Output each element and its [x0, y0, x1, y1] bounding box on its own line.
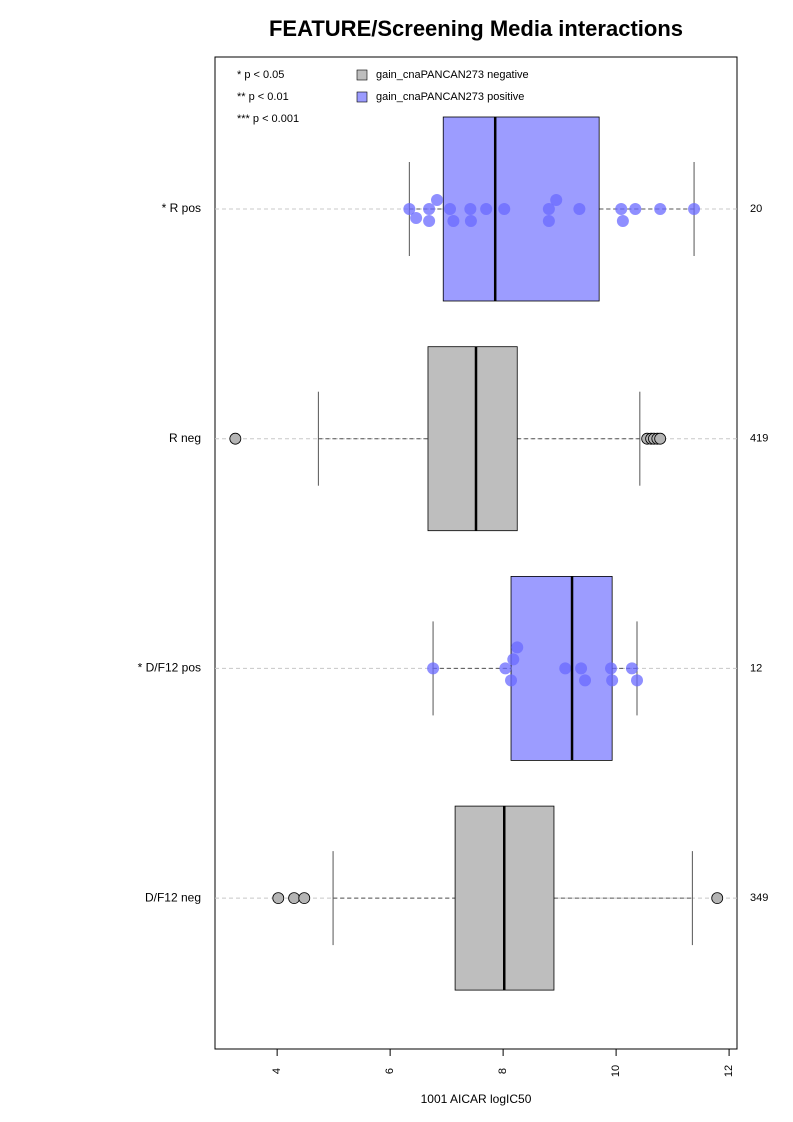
- data-point: [575, 662, 588, 675]
- data-point: [579, 674, 592, 687]
- outlier: [272, 892, 285, 904]
- data-point: [511, 641, 524, 654]
- data-point: [629, 203, 642, 215]
- data-point: [505, 674, 518, 687]
- data-point: [464, 215, 477, 227]
- data-point: [444, 203, 457, 215]
- outlier: [654, 432, 667, 445]
- data-point: [447, 215, 460, 227]
- data-point: [464, 203, 477, 215]
- outlier: [711, 892, 724, 904]
- x-tick-label: 4: [271, 1068, 283, 1074]
- group-label: * R pos: [162, 201, 201, 215]
- legend-label: gain_cnaPANCAN273 positive: [376, 91, 524, 103]
- data-point: [631, 674, 644, 687]
- data-point: [480, 203, 493, 215]
- chart-title: FEATURE/Screening Media interactions: [269, 16, 683, 41]
- x-tick-label: 10: [610, 1065, 622, 1077]
- data-point: [688, 203, 701, 215]
- group-count: 12: [750, 662, 762, 674]
- x-tick-label: 8: [497, 1068, 509, 1074]
- data-point: [559, 662, 572, 675]
- group-count: 349: [750, 892, 768, 904]
- legend-swatch: [356, 91, 368, 103]
- data-point: [423, 203, 436, 215]
- group-label: R neg: [169, 431, 201, 445]
- data-point: [625, 662, 638, 675]
- group-count: 419: [750, 433, 768, 445]
- legend-swatch: [356, 69, 368, 81]
- box: [427, 346, 518, 532]
- data-point: [431, 194, 444, 206]
- outlier: [288, 892, 300, 904]
- data-point: [550, 194, 563, 206]
- group-count: 20: [750, 203, 762, 215]
- group-label: * D/F12 pos: [138, 661, 201, 675]
- annotation: ** p < 0.01: [237, 91, 289, 103]
- data-point: [403, 203, 416, 215]
- data-point: [615, 203, 628, 215]
- x-tick-label: 6: [384, 1068, 396, 1074]
- data-point: [573, 203, 586, 215]
- x-tick-label: 12: [723, 1065, 735, 1077]
- group-label: D/F12 neg: [145, 890, 201, 904]
- data-point: [605, 662, 618, 675]
- data-point: [654, 203, 667, 215]
- data-point: [606, 674, 619, 687]
- data-point: [542, 215, 555, 227]
- outlier: [298, 892, 311, 904]
- outlier: [229, 432, 242, 445]
- x-axis-label: 1001 AICAR logIC50: [421, 1092, 532, 1106]
- annotation: *** p < 0.001: [237, 113, 299, 125]
- data-point: [423, 215, 436, 227]
- annotation: * p < 0.05: [237, 69, 284, 81]
- data-point: [410, 212, 423, 224]
- data-point: [542, 203, 555, 215]
- data-point: [616, 215, 629, 227]
- data-point: [499, 662, 512, 675]
- data-point: [507, 653, 520, 666]
- legend-label: gain_cnaPANCAN273 negative: [376, 69, 529, 81]
- data-point: [427, 662, 440, 675]
- data-point: [498, 203, 511, 215]
